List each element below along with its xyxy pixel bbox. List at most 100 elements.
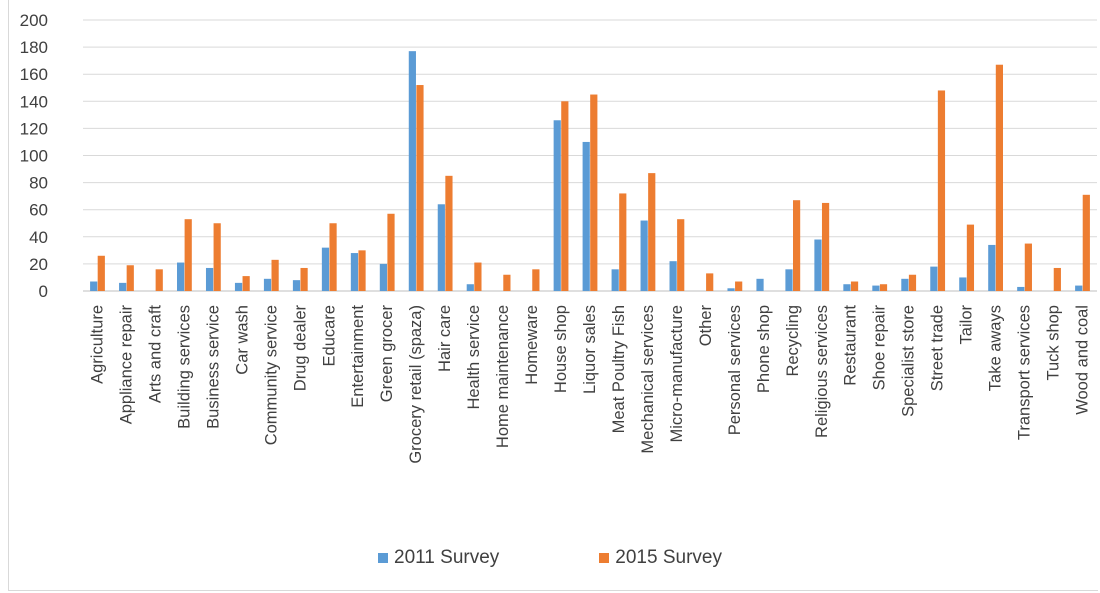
x-tick-label: Educare xyxy=(320,305,338,366)
bar-2011[interactable] xyxy=(988,244,996,291)
bar-2015[interactable] xyxy=(329,223,337,291)
bar-2011[interactable] xyxy=(814,239,822,291)
legend-item-2015[interactable]: 2015 Survey xyxy=(599,547,722,569)
y-tick-label: 20 xyxy=(29,255,48,274)
bar-2011[interactable] xyxy=(466,284,474,291)
bar-2011[interactable] xyxy=(350,253,359,291)
bar-2011[interactable] xyxy=(119,282,127,291)
bar-2011[interactable] xyxy=(727,288,735,291)
x-tick-label: Homeware xyxy=(523,305,541,385)
bar-2015[interactable] xyxy=(1053,267,1061,291)
bar-2015[interactable] xyxy=(445,175,453,291)
x-tick-label: Community service xyxy=(262,305,280,445)
bar-2015[interactable] xyxy=(155,269,163,291)
bar-2011[interactable] xyxy=(843,284,851,291)
x-tick-label: Agriculture xyxy=(88,305,106,384)
bar-2011[interactable] xyxy=(234,282,243,291)
x-tick-label: Take aways xyxy=(987,305,1005,391)
bar-2015[interactable] xyxy=(1024,243,1032,291)
bar-2015[interactable] xyxy=(648,173,656,291)
bar-2011[interactable] xyxy=(263,278,272,291)
bar-2011[interactable] xyxy=(177,262,185,291)
bar-2015[interactable] xyxy=(821,202,830,291)
chart-frame xyxy=(8,0,1098,591)
x-tick-label: Arts and craft xyxy=(146,305,164,404)
bar-2011[interactable] xyxy=(640,220,648,291)
legend-swatch-2015 xyxy=(599,553,610,563)
bar-2015[interactable] xyxy=(300,267,308,291)
bar-2011[interactable] xyxy=(437,204,445,291)
bar-2015[interactable] xyxy=(1082,194,1090,291)
legend-label-2011: 2011 Survey xyxy=(394,547,500,568)
x-tick-label: Meat Poultry Fish xyxy=(610,305,628,433)
legend-swatch-2011 xyxy=(378,553,389,563)
gridlines xyxy=(83,19,1097,292)
bar-2011[interactable] xyxy=(90,281,98,291)
bar-2011[interactable] xyxy=(756,278,764,291)
bar-2015[interactable] xyxy=(561,101,569,291)
bar-2015[interactable] xyxy=(619,193,627,291)
x-tick-label: Building services xyxy=(175,305,193,429)
bar-2011[interactable] xyxy=(1075,285,1083,291)
bar-2011[interactable] xyxy=(959,277,967,291)
y-tick-label: 40 xyxy=(29,228,48,247)
x-tick-label: Green grocer xyxy=(378,305,396,403)
bar-2015[interactable] xyxy=(879,284,888,291)
x-tick-label: Mechanical services xyxy=(639,305,657,454)
bar-2015[interactable] xyxy=(937,90,946,292)
bar-2015[interactable] xyxy=(503,274,511,291)
bar-2015[interactable] xyxy=(590,94,598,291)
bar-2015[interactable] xyxy=(387,213,395,291)
bar-2015[interactable] xyxy=(677,219,685,291)
bar-2011[interactable] xyxy=(292,280,301,291)
y-tick-label: 160 xyxy=(20,65,48,84)
bar-2015[interactable] xyxy=(213,223,221,291)
bar-2015[interactable] xyxy=(184,219,192,291)
x-axis-ticks: Agriculture Appliance repair Arts and craf… xyxy=(88,304,1091,463)
x-tick-label: Liquor sales xyxy=(581,305,599,394)
x-tick-label: Transport services xyxy=(1016,305,1034,440)
x-tick-label: Personal services xyxy=(726,305,744,435)
x-tick-label: Shoe repair xyxy=(871,305,889,391)
bar-2015[interactable] xyxy=(706,273,714,291)
bar-2015[interactable] xyxy=(271,259,279,291)
bar-2011[interactable] xyxy=(379,263,387,291)
bar-2011[interactable] xyxy=(408,51,416,291)
bar-2015[interactable] xyxy=(966,224,975,291)
y-tick-label: 100 xyxy=(20,147,48,166)
bar-2011[interactable] xyxy=(1017,286,1025,291)
bar-2015[interactable] xyxy=(97,255,105,291)
x-tick-label: Drug dealer xyxy=(291,304,309,391)
bar-2011[interactable] xyxy=(582,141,590,291)
bar-2015[interactable] xyxy=(126,265,134,291)
bars xyxy=(90,51,1090,292)
bar-2015[interactable] xyxy=(908,274,917,291)
legend-item-2011[interactable]: 2011 Survey xyxy=(378,547,499,569)
bar-2015[interactable] xyxy=(358,250,366,291)
bar-2011[interactable] xyxy=(611,269,619,291)
bar-2011[interactable] xyxy=(205,267,214,291)
y-tick-label: 120 xyxy=(20,119,48,138)
bar-2011[interactable] xyxy=(930,266,938,291)
bar-2015[interactable] xyxy=(735,281,743,291)
bar-2011[interactable] xyxy=(785,269,793,291)
bar-2011[interactable] xyxy=(669,261,677,291)
bar-2011[interactable] xyxy=(553,120,561,292)
bar-2015[interactable] xyxy=(474,262,482,291)
y-axis-ticks: 0 20 40 60 80 100 120 140 160 180 200 xyxy=(20,11,48,301)
bar-2015[interactable] xyxy=(416,85,424,291)
y-tick-label: 0 xyxy=(39,282,48,301)
x-tick-label: Appliance repair xyxy=(117,305,135,425)
y-tick-label: 80 xyxy=(29,174,48,193)
bar-2011[interactable] xyxy=(872,285,880,291)
bar-2015[interactable] xyxy=(793,200,801,291)
bar-2015[interactable] xyxy=(242,276,250,291)
bar-2015[interactable] xyxy=(850,281,859,291)
x-tick-label: Wood and coal xyxy=(1074,305,1092,415)
x-tick-label: Grocery retail (spaza) xyxy=(407,305,425,464)
x-tick-label: Restaurant xyxy=(842,305,860,386)
bar-2015[interactable] xyxy=(532,269,540,291)
bar-2011[interactable] xyxy=(321,247,330,291)
bar-2015[interactable] xyxy=(995,64,1003,291)
bar-2011[interactable] xyxy=(901,278,909,291)
